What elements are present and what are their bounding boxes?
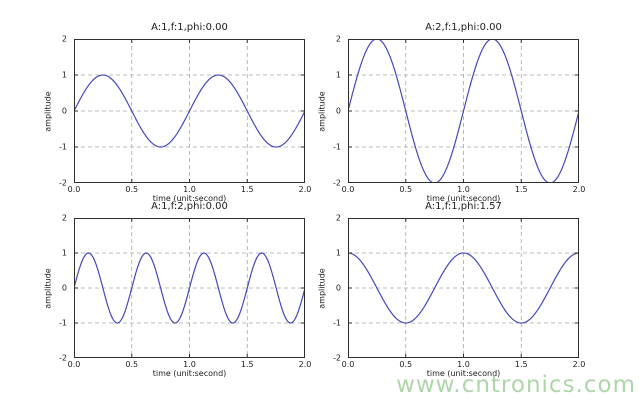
y-tick-labels: -2 -1 0 1 2: [312, 35, 344, 188]
x-tick-label: 2.0: [298, 360, 312, 369]
x-tick-label: 0.5: [399, 360, 413, 369]
x-tick-label: 1.0: [457, 185, 470, 194]
x-tick-label: 0.5: [125, 360, 139, 369]
y-tick-label: 1: [61, 248, 67, 258]
y-tick-label: 2: [335, 213, 341, 223]
y-tick-label: -1: [59, 142, 67, 152]
plot-title: A:1,f:1,phi:1.57: [425, 201, 502, 212]
x-tick-label: 0.0: [341, 185, 355, 194]
x-tick-label: 1.0: [457, 360, 470, 369]
x-axis-label: time (unit:second): [152, 194, 227, 203]
x-tick-label: 1.5: [240, 360, 254, 369]
subplot-top-left: A:1,f:1,phi:0.00 amplitude -2 -1 0 1 2 0.0 0.…: [44, 22, 312, 203]
x-tick-label: 0.5: [399, 185, 413, 194]
plot-title: A:1,f:2,phi:0.00: [151, 201, 228, 212]
y-tick-label: -2: [333, 178, 341, 188]
x-axis-label: time (unit:second): [426, 369, 501, 378]
y-tick-label: 2: [61, 34, 67, 44]
x-tick-label: 0.5: [125, 185, 139, 194]
plot-title: A:2,f:1,phi:0.00: [425, 22, 502, 33]
plot-title: A:1,f:1,phi:0.00: [151, 22, 228, 33]
x-axis-label: time (unit:second): [152, 369, 227, 378]
subplot-bottom-left: A:1,f:2,phi:0.00 amplitude -2 -1 0 1 2 0.0 0.…: [44, 201, 312, 378]
x-tick-labels: 0.0 0.5 1.0 1.5 2.0: [68, 183, 312, 195]
subplot-top-right: A:2,f:1,phi:0.00 amplitude -2 -1 0 1 2 0.0 0.…: [318, 22, 586, 203]
y-tick-label: 0: [335, 106, 341, 116]
x-tick-labels: 0.0 0.5 1.0 1.5 2.0: [342, 183, 586, 195]
watermark: www.cntronics.com: [396, 372, 636, 398]
y-tick-label: -2: [333, 353, 341, 363]
plot-area: [348, 39, 579, 183]
y-tick-labels: -2 -1 0 1 2: [38, 214, 70, 363]
y-tick-label: -1: [333, 318, 341, 328]
y-tick-label: 0: [61, 283, 67, 293]
x-tick-labels: 0.0 0.5 1.0 1.5 2.0: [68, 358, 312, 370]
x-tick-label: 1.0: [183, 360, 196, 369]
x-tick-label: 0.0: [67, 360, 81, 369]
x-tick-label: 2.0: [298, 185, 312, 194]
x-tick-label: 1.5: [240, 185, 254, 194]
x-tick-label: 1.5: [514, 360, 528, 369]
x-axis-label: time (unit:second): [426, 194, 501, 203]
y-tick-label: 2: [335, 34, 341, 44]
plot-area: [74, 218, 305, 358]
y-tick-label: 0: [61, 106, 67, 116]
plot-area: [74, 39, 305, 183]
x-tick-label: 0.0: [67, 185, 81, 194]
y-tick-label: 0: [335, 283, 341, 293]
x-tick-label: 2.0: [572, 360, 586, 369]
y-tick-label: 1: [335, 248, 341, 258]
x-tick-label: 1.0: [183, 185, 196, 194]
y-tick-label: 1: [335, 70, 341, 80]
y-tick-label: -2: [59, 353, 67, 363]
x-tick-label: 0.0: [341, 360, 355, 369]
y-tick-label: -2: [59, 178, 67, 188]
x-tick-labels: 0.0 0.5 1.0 1.5 2.0: [342, 358, 586, 370]
plot-area: [348, 218, 579, 358]
y-tick-label: -1: [59, 318, 67, 328]
y-tick-labels: -2 -1 0 1 2: [38, 35, 70, 188]
y-tick-label: -1: [333, 142, 341, 152]
y-tick-label: 2: [61, 213, 67, 223]
x-tick-label: 2.0: [572, 185, 586, 194]
y-tick-label: 1: [61, 70, 67, 80]
x-tick-label: 1.5: [514, 185, 528, 194]
subplot-bottom-right: A:1,f:1,phi:1.57 amplitude -2 -1 0 1 2 0.0 0.…: [318, 201, 586, 378]
y-tick-labels: -2 -1 0 1 2: [312, 214, 344, 363]
